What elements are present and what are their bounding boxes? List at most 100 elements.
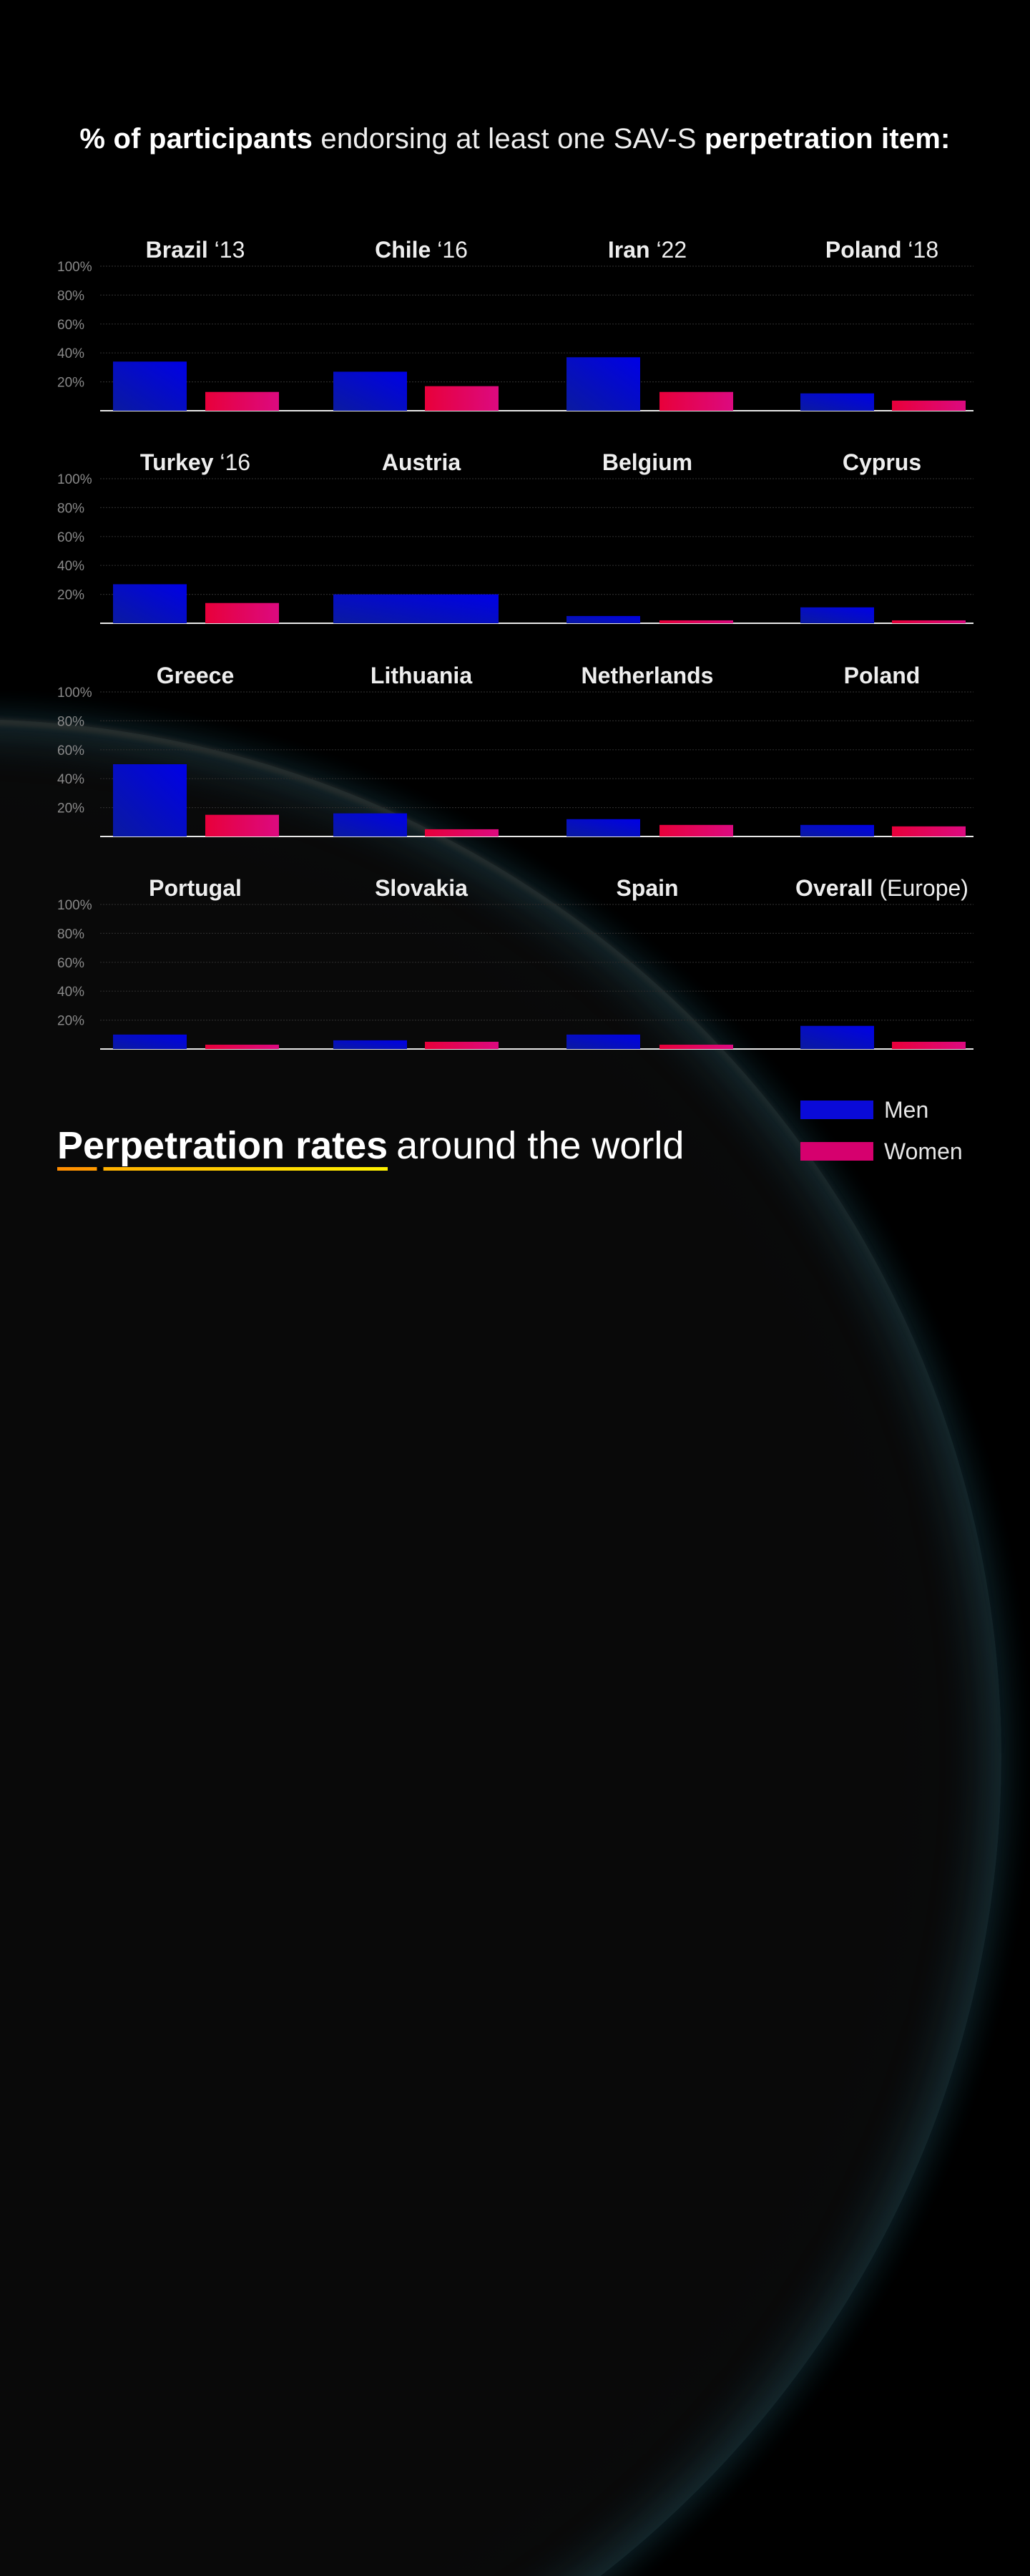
chart-title: % of participants endorsing at least one… (0, 123, 1030, 155)
panel-title: Poland ‘18 (825, 237, 938, 263)
panel-title: Austria (382, 449, 461, 475)
bar-men (333, 594, 499, 623)
panel-title-country: Cyprus (843, 449, 921, 475)
panel-title-year: ‘18 (902, 237, 939, 263)
panel-title-country: Poland (844, 663, 921, 688)
y-tick-label: 40% (57, 985, 84, 1000)
y-tick-label: 80% (57, 288, 84, 303)
y-tick-label: 80% (57, 714, 84, 729)
y-tick-label: 100% (57, 898, 92, 913)
panel-title: Overall (Europe) (795, 875, 968, 901)
panel-title-country: Poland (825, 237, 902, 263)
bar-women (892, 620, 966, 623)
panel-title-country: Portugal (149, 875, 242, 901)
bar-women (205, 391, 279, 411)
panel-title: Greece (157, 663, 235, 688)
bar-men (800, 393, 874, 411)
legend-swatch-women (800, 1142, 873, 1161)
bar-women (659, 391, 733, 411)
bar-men (333, 813, 407, 836)
panel-title-year: ‘22 (650, 237, 687, 263)
bar-women (892, 400, 966, 411)
panel-title-country: Netherlands (582, 663, 714, 688)
panel-title: Belgium (602, 449, 692, 475)
panel-title-country: Spain (616, 875, 678, 901)
panel-title: Cyprus (843, 449, 921, 475)
panel-title-country: Austria (382, 449, 461, 475)
footer-title-regular: around the world (396, 1124, 685, 1167)
bar-women (205, 814, 279, 836)
y-tick-label: 40% (57, 346, 84, 361)
y-tick-label: 60% (57, 318, 84, 333)
y-tick-label: 100% (57, 472, 92, 487)
bar-men (566, 357, 640, 411)
footer-title: Perpetration rates around the world (57, 1123, 685, 1171)
bar-men (800, 1025, 874, 1049)
panel-title: Brazil ‘13 (146, 237, 245, 263)
panel-title-country: Lithuania (371, 663, 472, 688)
panel-title-country: Chile (375, 237, 431, 263)
panel-title: Turkey ‘16 (140, 449, 250, 475)
y-tick-label: 100% (57, 686, 92, 701)
y-tick-label: 60% (57, 956, 84, 971)
y-tick-label: 100% (57, 260, 92, 275)
bar-women (425, 1041, 499, 1049)
y-tick-label: 20% (57, 1014, 84, 1029)
panel-title-year: (Europe) (873, 875, 968, 901)
bar-women (205, 602, 279, 623)
legend-label-men: Men (884, 1096, 929, 1123)
panel-title: Spain (616, 875, 678, 901)
y-tick-label: 20% (57, 376, 84, 391)
bar-women (425, 386, 499, 411)
bar-men (333, 1040, 407, 1049)
panel-title-year: ‘13 (208, 237, 245, 263)
bar-women (892, 826, 966, 836)
bar-men (566, 819, 640, 836)
y-tick-label: 80% (57, 927, 84, 942)
bar-women (659, 824, 733, 836)
y-tick-label: 20% (57, 588, 84, 603)
y-tick-label: 60% (57, 530, 84, 545)
bar-women (892, 1041, 966, 1049)
panel-title: Lithuania (371, 663, 472, 688)
y-tick-label: 80% (57, 501, 84, 516)
panel-title: Portugal (149, 875, 242, 901)
bar-men (333, 371, 407, 411)
y-tick-label: 20% (57, 801, 84, 816)
title-regular-part: endorsing at least one SAV-S (320, 123, 697, 155)
legend: Men Women (800, 1097, 963, 1184)
bar-men (566, 615, 640, 623)
panel-title-country: Brazil (146, 237, 208, 263)
panel-title-country: Greece (157, 663, 235, 688)
panel-title-country: Slovakia (375, 875, 468, 901)
footer-title-bold: Perpetration rates (57, 1124, 388, 1171)
panel-title: Chile ‘16 (375, 237, 468, 263)
bar-men (113, 1034, 187, 1049)
y-tick-label: 40% (57, 559, 84, 574)
legend-item-men: Men (800, 1097, 963, 1123)
bar-men (800, 824, 874, 836)
panel-title-country: Belgium (602, 449, 692, 475)
panel-title-country: Turkey (140, 449, 214, 475)
bar-women (659, 1044, 733, 1049)
legend-item-women: Women (800, 1138, 963, 1164)
panel-title-country: Overall (795, 875, 873, 901)
bar-men (113, 361, 187, 411)
panel-title-year: ‘16 (213, 449, 250, 475)
y-tick-label: 40% (57, 772, 84, 787)
y-tick-label: 60% (57, 743, 84, 758)
panel-title: Poland (844, 663, 921, 688)
panel-title-year: ‘16 (431, 237, 468, 263)
bar-women (205, 1044, 279, 1049)
panel-title: Netherlands (582, 663, 714, 688)
bar-women (425, 829, 499, 836)
legend-swatch-men (800, 1101, 873, 1119)
bar-women (659, 620, 733, 623)
title-bold-part-1: % of participants (79, 123, 313, 155)
panel-title-country: Iran (608, 237, 650, 263)
panel-title: Iran ‘22 (608, 237, 687, 263)
bar-men (566, 1034, 640, 1049)
bar-men (113, 764, 187, 836)
small-multiples-bar-chart: 20% 40% 60% 80% 100% 20% 40% 60% 80% 100% 20% 40% 60… (57, 237, 973, 1050)
bar-men (113, 584, 187, 623)
